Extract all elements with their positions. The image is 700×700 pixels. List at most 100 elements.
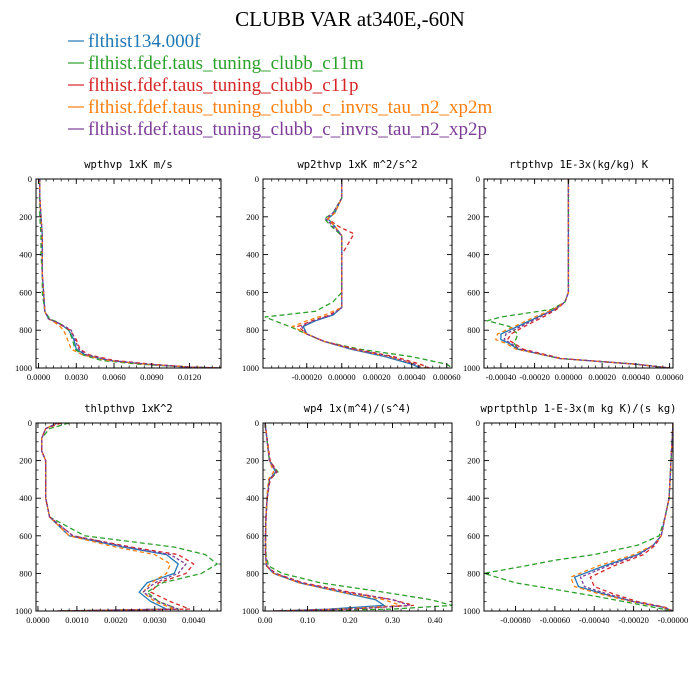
y-tick-label: 1000 bbox=[463, 363, 480, 373]
x-tick-label: -0.00060 bbox=[540, 615, 570, 625]
y-tick-label: 800 bbox=[246, 325, 259, 335]
chart-panel: wp4 1x(m^4)/(s^4) 0.00 0.10 0.20 0.30 0.40 0 20… bbox=[242, 403, 453, 625]
y-tick-label: 400 bbox=[246, 493, 259, 503]
y-tick-label: 600 bbox=[467, 531, 480, 541]
chart-panel: wp2thvp 1xK m^2/s^2 -0.00020 0.00000 0.0002… bbox=[242, 159, 461, 382]
y-tick-label: 200 bbox=[19, 456, 32, 466]
series-line bbox=[264, 179, 452, 368]
x-tick-label: 0.0030 bbox=[65, 372, 88, 382]
y-tick-label: 400 bbox=[19, 250, 32, 260]
y-tick-label: 1000 bbox=[15, 363, 32, 373]
x-tick-label: -0.00080 bbox=[500, 615, 530, 625]
x-tick-label: 0.00020 bbox=[363, 372, 391, 382]
x-tick-label: 0.00040 bbox=[622, 372, 650, 382]
x-tick-label: 0.0000 bbox=[26, 615, 49, 625]
x-tick-label: -0.00040 bbox=[486, 372, 516, 382]
legend-label: flthist.fdef.taus_tuning_clubb_c_invrs_t… bbox=[88, 119, 487, 140]
x-tick-label: 0.0010 bbox=[65, 615, 88, 625]
y-tick-label: 0 bbox=[476, 418, 480, 428]
y-tick-label: 800 bbox=[246, 568, 259, 578]
chart-panel: wpthvp 1xK m/s 0.0000 0.0030 0.0060 0.0090 0.… bbox=[15, 159, 222, 382]
legend-label: flthist.fdef.taus_tuning_clubb_c_invrs_t… bbox=[88, 97, 492, 118]
y-tick-label: 200 bbox=[467, 456, 480, 466]
x-tick-label: 0.0040 bbox=[182, 615, 205, 625]
y-tick-label: 200 bbox=[19, 212, 32, 222]
x-tick-label: 0.00060 bbox=[433, 372, 461, 382]
y-tick-label: 600 bbox=[19, 287, 32, 297]
y-tick-label: 400 bbox=[19, 493, 32, 503]
y-tick-label: 400 bbox=[246, 250, 259, 260]
series-line bbox=[39, 179, 221, 368]
y-tick-label: 200 bbox=[246, 456, 259, 466]
legend-label: flthist.fdef.taus_tuning_clubb_c11m bbox=[88, 53, 364, 74]
y-tick-label: 0 bbox=[255, 174, 259, 184]
legend: flthist134.000fflthist.fdef.taus_tuning_… bbox=[68, 31, 492, 140]
y-tick-label: 0 bbox=[255, 418, 259, 428]
panel-title: rtpthvp 1E-3x(kg/kg) K bbox=[509, 159, 649, 171]
y-tick-label: 600 bbox=[467, 287, 480, 297]
series-line bbox=[569, 423, 673, 611]
y-tick-label: 800 bbox=[19, 325, 32, 335]
panel-title: thlpthvp 1xK^2 bbox=[84, 403, 173, 415]
series-line bbox=[503, 179, 670, 368]
series-line bbox=[39, 179, 221, 368]
legend-label: flthist.fdef.taus_tuning_clubb_c11p bbox=[88, 75, 359, 96]
x-tick-label: 0.0120 bbox=[178, 372, 201, 382]
y-tick-label: 0 bbox=[476, 174, 480, 184]
series-line bbox=[41, 423, 187, 611]
x-tick-label: 0.0020 bbox=[104, 615, 127, 625]
x-tick-label: 0.0030 bbox=[143, 615, 166, 625]
chart-panel: rtpthvp 1E-3x(kg/kg) K -0.00040 -0.00020 0.… bbox=[463, 159, 683, 382]
y-tick-label: 1000 bbox=[242, 606, 259, 616]
x-tick-label: 0.00060 bbox=[656, 372, 684, 382]
y-tick-label: 200 bbox=[246, 212, 259, 222]
x-tick-label: 0.00040 bbox=[398, 372, 426, 382]
series-line bbox=[506, 179, 670, 368]
x-tick-label: 0.00 bbox=[258, 615, 273, 625]
x-tick-label: -0.00020 bbox=[292, 372, 322, 382]
panel-title: wpthvp 1xK m/s bbox=[84, 159, 173, 171]
y-tick-label: 800 bbox=[467, 325, 480, 335]
y-tick-label: 600 bbox=[19, 531, 32, 541]
y-tick-label: 0 bbox=[28, 418, 32, 428]
y-tick-label: 600 bbox=[246, 531, 259, 541]
series-line bbox=[484, 423, 673, 611]
x-tick-label: 0.0090 bbox=[140, 372, 163, 382]
panel-title: wp2thvp 1xK m^2/s^2 bbox=[297, 159, 417, 171]
y-tick-label: 800 bbox=[19, 568, 32, 578]
chart-panel: thlpthvp 1xK^2 0.0000 0.0010 0.0020 0.0030 0.… bbox=[15, 403, 222, 625]
series-line bbox=[300, 179, 423, 368]
legend-label: flthist134.000f bbox=[88, 31, 201, 52]
y-tick-label: 0 bbox=[28, 174, 32, 184]
y-tick-label: 400 bbox=[467, 250, 480, 260]
y-tick-label: 1000 bbox=[242, 363, 259, 373]
x-tick-label: 0.40 bbox=[428, 615, 443, 625]
x-tick-label: 0.0060 bbox=[102, 372, 125, 382]
y-tick-label: 400 bbox=[467, 493, 480, 503]
x-tick-label: -0.00040 bbox=[579, 615, 609, 625]
y-tick-label: 1000 bbox=[463, 606, 480, 616]
series-line bbox=[41, 423, 195, 611]
series-line bbox=[264, 423, 410, 611]
x-tick-label: -0.00000 bbox=[658, 615, 688, 625]
x-tick-label: 0.00000 bbox=[328, 372, 356, 382]
x-tick-label: -0.00020 bbox=[519, 372, 549, 382]
y-tick-label: 800 bbox=[467, 568, 480, 578]
x-tick-label: 0.30 bbox=[385, 615, 400, 625]
x-tick-label: 0.00000 bbox=[555, 372, 583, 382]
figure-title: CLUBB VAR at340E,-60N bbox=[235, 7, 465, 31]
y-tick-label: 1000 bbox=[15, 606, 32, 616]
panel-title: wp4 1x(m^4)/(s^4) bbox=[304, 403, 411, 415]
x-tick-label: 0.0000 bbox=[27, 372, 50, 382]
x-tick-label: 0.20 bbox=[343, 615, 358, 625]
x-tick-label: 0.10 bbox=[300, 615, 315, 625]
x-tick-label: 0.00020 bbox=[588, 372, 616, 382]
series-line bbox=[41, 423, 175, 611]
y-tick-label: 200 bbox=[467, 212, 480, 222]
chart-panels: wpthvp 1xK m/s0.0000 0.0030 0.0060 0.0090 0.… bbox=[15, 159, 688, 625]
chart-panel: wprtpthlp 1-E-3x(m kg K)/(s kg)-0.00080-… bbox=[463, 403, 688, 625]
x-tick-label: -0.00020 bbox=[618, 615, 648, 625]
panel-title: wprtpthlp 1-E-3x(m kg K)/(s kg) bbox=[481, 403, 677, 415]
y-tick-label: 600 bbox=[246, 287, 259, 297]
